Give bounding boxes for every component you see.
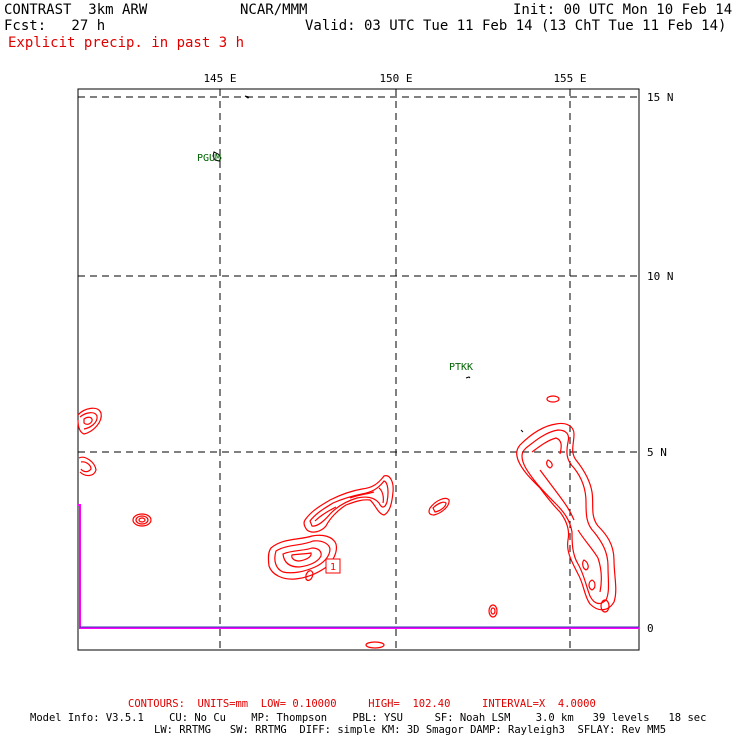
max-value-box: [325, 558, 341, 574]
domain-boundary: [78, 504, 639, 629]
lat-lon-grid: [78, 89, 639, 650]
precip-cell-south: [365, 395, 560, 649]
lat-label-5n: 5 N: [647, 446, 667, 459]
init-time: Init: 00 UTC Mon 10 Feb 14: [513, 2, 733, 18]
max-value-label: 1: [330, 562, 336, 573]
chuuk-coastline: [465, 376, 471, 379]
lon-label-155e: 155 E: [553, 72, 586, 85]
map-frame: [77, 88, 640, 651]
field-title: Explicit precip. in past 3 h: [8, 35, 245, 51]
lat-label-10n: 10 N: [647, 270, 674, 283]
precip-contours: [77, 395, 617, 649]
organization-label: NCAR/MMM: [240, 2, 308, 18]
lat-label-equator: 0: [647, 622, 654, 635]
valid-time: Valid: 03 UTC Tue 11 Feb 14 (13 ChT Tue …: [305, 18, 727, 34]
model-title: CONTRAST 3km ARW: [4, 2, 148, 18]
model-info: Model Info: V3.5.1 CU: No Cu MP: Thompso…: [30, 712, 707, 724]
coastlines: [212, 95, 524, 433]
contour-info: CONTOURS: UNITS=mm LOW= 0.10000 HIGH= 10…: [128, 698, 596, 710]
precip-band-east: [516, 422, 617, 613]
precip-cell-west-upper: [77, 407, 102, 435]
island-coastline: [244, 95, 250, 99]
lon-label-145e: 145 E: [203, 72, 236, 85]
islet-coastline: [520, 429, 524, 433]
forecast-hour: Fcst: 27 h: [4, 18, 106, 34]
precip-band-central: [267, 475, 394, 581]
precip-cell-mid: [428, 497, 450, 516]
lat-label-15n: 15 N: [647, 91, 674, 104]
guam-coastline: [212, 151, 222, 162]
precip-map: 145 E 150 E 155 E 15 N 10 N 5 N 0 PGUM P…: [77, 72, 674, 651]
lon-label-150e: 150 E: [379, 72, 412, 85]
station-label-ptkk: PTKK: [449, 362, 473, 373]
station-label-pgum: PGUM: [197, 153, 221, 164]
precip-cell-west-lower: [78, 456, 97, 477]
precip-cell-west-small: [132, 513, 152, 527]
physics-info: LW: RRTMG SW: RRTMG DIFF: simple KM: 3D …: [154, 724, 667, 736]
